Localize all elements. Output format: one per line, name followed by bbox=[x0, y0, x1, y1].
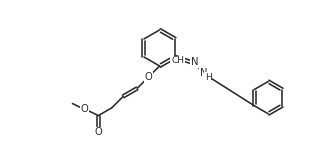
Text: H: H bbox=[205, 73, 211, 82]
Text: N: N bbox=[200, 68, 207, 78]
Text: O: O bbox=[145, 72, 152, 82]
Text: N: N bbox=[191, 57, 198, 67]
Text: CH: CH bbox=[171, 57, 184, 66]
Text: O: O bbox=[81, 104, 89, 114]
Text: O: O bbox=[94, 127, 102, 137]
